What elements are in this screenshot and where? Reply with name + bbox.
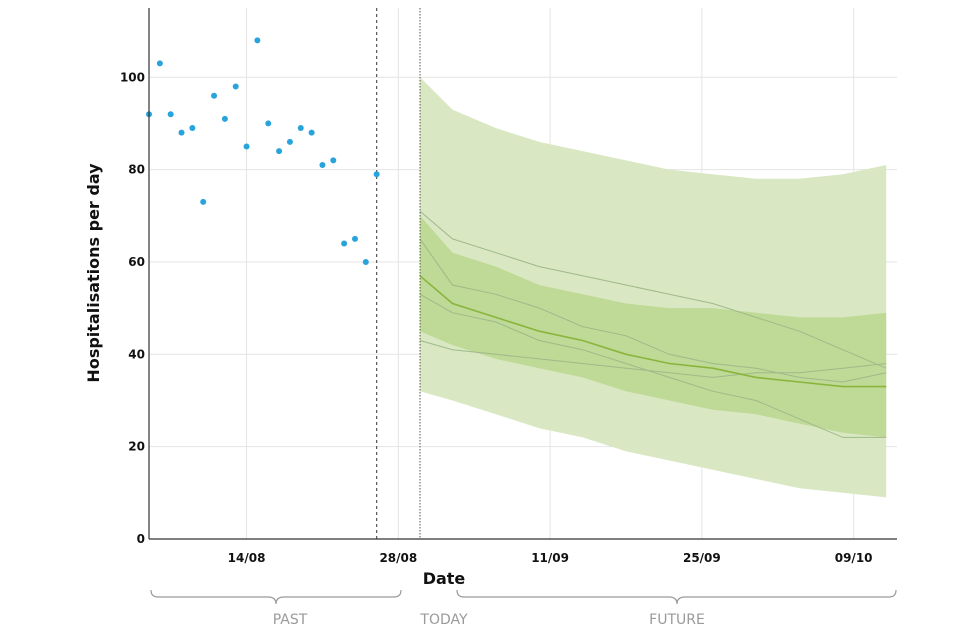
period-label-past: PAST: [273, 612, 308, 628]
x-tick-label: 28/08: [379, 551, 417, 565]
period-label-today: TODAY: [419, 612, 468, 628]
x-tick-label: 25/09: [683, 551, 721, 565]
observed-point: [254, 37, 261, 44]
x-tick-label: 09/10: [835, 551, 873, 565]
sample-path-line: [419, 238, 887, 383]
forecast-bands: [420, 77, 887, 498]
observed-point: [189, 125, 196, 132]
x-axis-title: Date: [423, 569, 466, 588]
future-brace: [456, 589, 897, 605]
forecast-sample-paths: [419, 210, 887, 438]
observed-point: [167, 111, 174, 118]
observed-point: [362, 258, 369, 265]
sample-path-line: [419, 293, 887, 438]
observed-point: [200, 198, 207, 205]
observed-point: [319, 161, 326, 168]
observed-point: [330, 157, 337, 164]
y-tick-label: 100: [120, 70, 145, 84]
date-marker-lines: [376, 8, 421, 539]
y-tick-label: 0: [137, 532, 145, 546]
sample-path-line: [419, 210, 887, 369]
observed-point: [243, 143, 250, 150]
period-label-future: FUTURE: [649, 612, 705, 628]
observed-point: [373, 171, 380, 178]
axes: [148, 8, 897, 540]
observed-point: [221, 115, 228, 122]
inner-prediction-band: [420, 215, 887, 438]
observed-point: [211, 92, 218, 99]
y-tick-label: 20: [128, 440, 145, 454]
x-tick-label: 14/08: [228, 551, 266, 565]
observed-point: [341, 240, 348, 247]
median-forecast-line: [419, 275, 887, 388]
observed-point: [265, 120, 272, 127]
tick-labels: 0 20 40 60 80 100 14/08 28/08 11/09 25/09 09/10: [120, 70, 873, 565]
y-tick-label: 80: [128, 163, 145, 177]
x-tick-label: 11/09: [531, 551, 569, 565]
observed-point: [178, 129, 185, 136]
y-tick-label: 40: [128, 347, 145, 361]
y-axis-title: Hospitalisations per day: [84, 163, 103, 383]
observed-points: [146, 37, 380, 265]
observed-point: [276, 148, 283, 155]
observed-point: [232, 83, 239, 90]
y-tick-label: 60: [128, 255, 145, 269]
observed-point: [286, 138, 293, 145]
period-annotations: PAST TODAY FUTURE: [150, 589, 897, 628]
observed-point: [351, 235, 358, 242]
observed-point: [308, 129, 315, 136]
observed-point: [156, 60, 163, 67]
observed-point: [297, 125, 304, 132]
past-brace: [150, 589, 402, 605]
